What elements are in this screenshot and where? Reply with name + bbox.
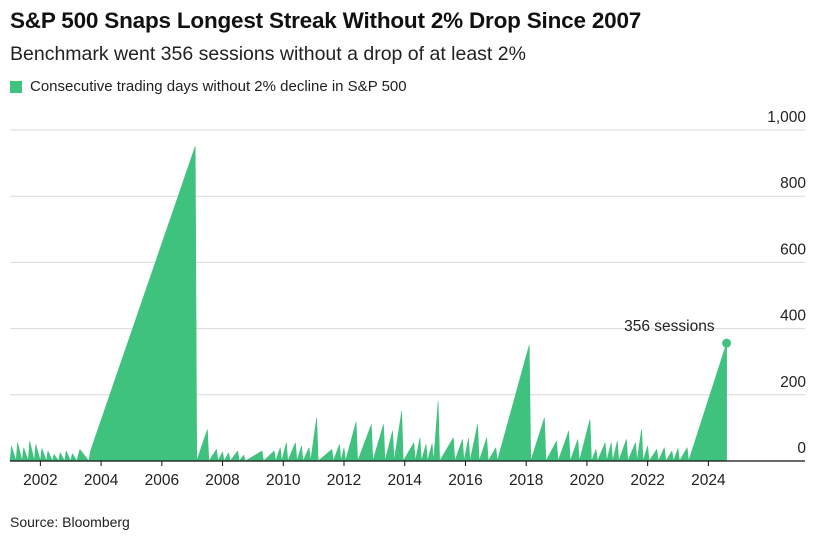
x-tick-label: 2012 [327,472,361,489]
x-tick-label: 2014 [387,472,422,489]
chart-title: S&P 500 Snaps Longest Streak Without 2% … [10,8,642,33]
legend-label: Consecutive trading days without 2% decl… [30,78,407,95]
x-tick-label: 2016 [448,472,482,489]
x-tick-label: 2018 [509,472,543,489]
y-tick-label: 400 [780,308,806,325]
area-series [9,146,727,462]
annotation-label: 356 sessions [624,318,715,335]
x-tick-label: 2004 [84,472,119,489]
x-tick-label: 2010 [266,472,301,489]
x-tick-label: 2002 [23,472,57,489]
y-tick-label: 800 [780,175,806,192]
x-tick-label: 2006 [145,472,179,489]
y-tick-label: 600 [780,241,806,258]
x-tick-label: 2024 [691,472,726,489]
source-note: Source: Bloomberg [10,514,130,530]
x-tick-label: 2020 [570,472,605,489]
y-tick-label: 200 [780,374,806,391]
y-tick-label: 0 [797,440,806,457]
legend: Consecutive trading days without 2% decl… [10,78,407,95]
annotation-marker [722,338,732,348]
x-tick-label: 2022 [630,472,664,489]
x-tick-label: 2008 [205,472,239,489]
legend-swatch [10,80,22,93]
chart-subtitle: Benchmark went 356 sessions without a dr… [10,43,526,65]
y-tick-label: 1,000 [767,109,806,126]
